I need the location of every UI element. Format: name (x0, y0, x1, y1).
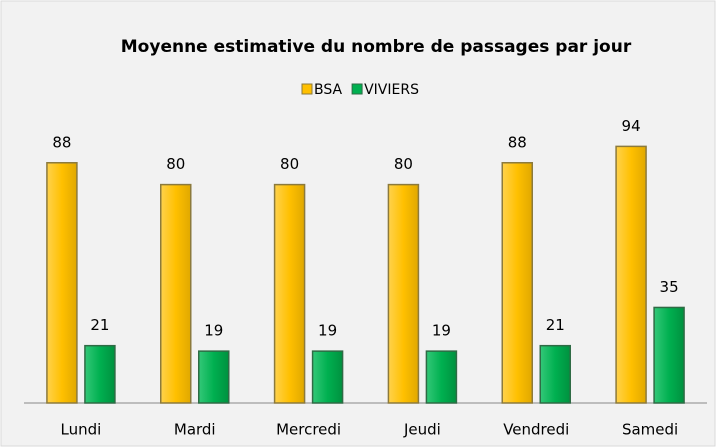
chart-title: Moyenne estimative du nombre de passages… (121, 37, 632, 57)
data-label: 94 (622, 117, 641, 135)
data-label: 88 (508, 133, 527, 151)
x-tick-label: Mercredi (276, 421, 341, 439)
x-tick-label: Lundi (61, 421, 102, 439)
bar (539, 344, 571, 404)
bar (387, 183, 420, 404)
legend-label: VIVIERS (364, 82, 419, 98)
data-label: 80 (280, 155, 299, 173)
data-label: 19 (432, 322, 451, 340)
bar (425, 350, 458, 404)
x-tick-label: Jeudi (403, 421, 441, 439)
legend-swatch (301, 83, 313, 95)
bar (273, 183, 306, 404)
bar (501, 162, 533, 404)
bar (198, 350, 230, 404)
x-tick-label: Samedi (622, 421, 678, 439)
data-label: 21 (90, 316, 109, 334)
data-label: 21 (546, 316, 565, 334)
data-label: 35 (660, 278, 679, 296)
bar (653, 306, 685, 404)
legend: BSA VIVIERS (301, 82, 419, 98)
data-label: 80 (166, 155, 185, 173)
data-label: 19 (204, 322, 223, 340)
data-label: 19 (318, 322, 337, 340)
data-label: 80 (394, 155, 413, 173)
legend-label: BSA (314, 82, 343, 98)
x-tick-label: Mardi (174, 421, 216, 439)
bar (311, 350, 344, 404)
bar (615, 145, 647, 404)
bar (84, 344, 116, 404)
legend-swatch (351, 83, 363, 95)
bar (160, 183, 192, 404)
data-label: 88 (52, 133, 71, 151)
bar (46, 162, 78, 404)
x-tick-label: Vendredi (503, 421, 569, 439)
